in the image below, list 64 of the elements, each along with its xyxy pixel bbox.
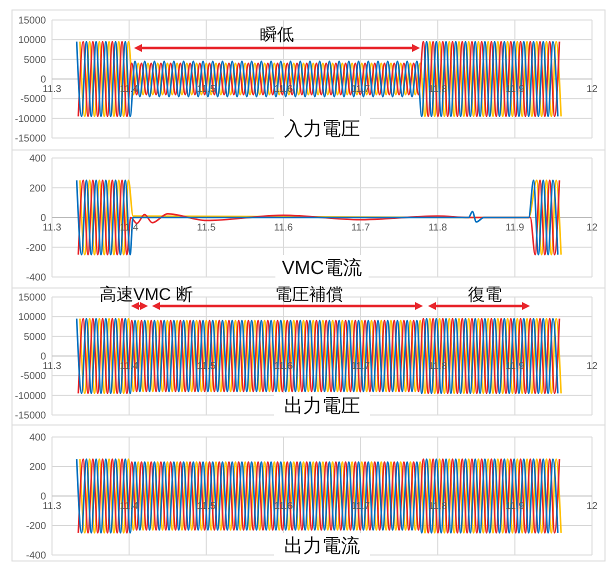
x-tick-label: 11.8: [428, 84, 448, 95]
y-tick-label: 10000: [18, 35, 46, 46]
y-tick-label: 15000: [18, 292, 46, 304]
x-tick-label: 11.9: [505, 222, 525, 234]
x-tick-label: 11.4: [120, 222, 139, 234]
x-axis-title: 入力電圧: [284, 119, 360, 140]
y-tick-label: -400: [26, 272, 46, 284]
y-tick-label: 200: [29, 462, 46, 473]
x-tick-label: 11.5: [196, 501, 216, 512]
y-tick-label: -10000: [14, 390, 46, 402]
x-tick-label: 11.7: [351, 222, 370, 234]
x-tick-label: 11.8: [428, 501, 448, 512]
x-axis-title: 出力電圧: [284, 396, 360, 417]
annotation: 瞬低: [260, 25, 294, 44]
x-tick-label: 11.7: [351, 361, 370, 372]
x-tick-label: 11.3: [42, 84, 62, 95]
x-tick-label: 11.4: [120, 501, 139, 512]
x-tick-label: 11.7: [351, 501, 370, 512]
x-tick-label: 12: [586, 361, 598, 372]
y-tick-label: 15000: [18, 16, 46, 26]
y-tick-label: 0: [40, 352, 46, 362]
x-axis-title: VMC電流: [282, 257, 362, 279]
x-tick-label: 11.5: [196, 361, 216, 372]
y-tick-label: -15000: [14, 134, 46, 144]
x-tick-label: 11.9: [505, 501, 525, 512]
y-tick-label: -400: [26, 550, 46, 562]
x-axis-title: 出力電流: [284, 535, 360, 557]
x-tick-label: 11.6: [274, 361, 294, 372]
y-tick-label: -5000: [20, 94, 46, 106]
x-tick-label: 12: [586, 222, 598, 234]
x-tick-label: 11.6: [274, 84, 294, 95]
y-tick-label: -5000: [20, 371, 46, 382]
y-tick-label: 5000: [24, 332, 46, 343]
x-tick-label: 12: [586, 84, 598, 95]
annotation: 高速VMC 断: [99, 285, 193, 304]
annotation: 復電: [468, 285, 502, 304]
y-tick-label: 5000: [24, 54, 46, 66]
y-tick-label: 200: [29, 183, 46, 194]
x-tick-label: 11.3: [42, 222, 62, 234]
y-tick-label: 400: [29, 154, 46, 164]
annotation: 電圧補償: [275, 285, 343, 304]
x-tick-label: 11.6: [274, 501, 294, 512]
x-tick-label: 11.8: [428, 222, 448, 234]
x-tick-label: 11.9: [505, 84, 525, 95]
y-tick-label: -15000: [14, 410, 46, 422]
x-tick-label: 11.4: [120, 361, 139, 372]
x-tick-label: 11.9: [505, 361, 525, 372]
x-tick-label: 11.4: [120, 84, 139, 95]
y-tick-label: -200: [26, 242, 46, 254]
y-tick-label: 400: [29, 432, 46, 444]
y-tick-label: 0: [40, 213, 46, 224]
x-tick-label: 11.5: [196, 222, 216, 234]
x-tick-label: 11.6: [274, 222, 294, 234]
x-tick-label: 11.7: [351, 84, 370, 95]
y-tick-label: -10000: [14, 114, 46, 125]
y-tick-label: 10000: [18, 312, 46, 324]
y-tick-label: 0: [40, 74, 46, 86]
y-tick-label: -200: [26, 521, 46, 532]
x-tick-label: 11.3: [42, 501, 62, 512]
y-tick-label: 0: [40, 492, 46, 502]
x-tick-label: 11.3: [42, 361, 62, 372]
x-tick-label: 11.5: [196, 84, 216, 95]
x-tick-label: 11.8: [428, 361, 448, 372]
x-tick-label: 12: [586, 501, 598, 512]
